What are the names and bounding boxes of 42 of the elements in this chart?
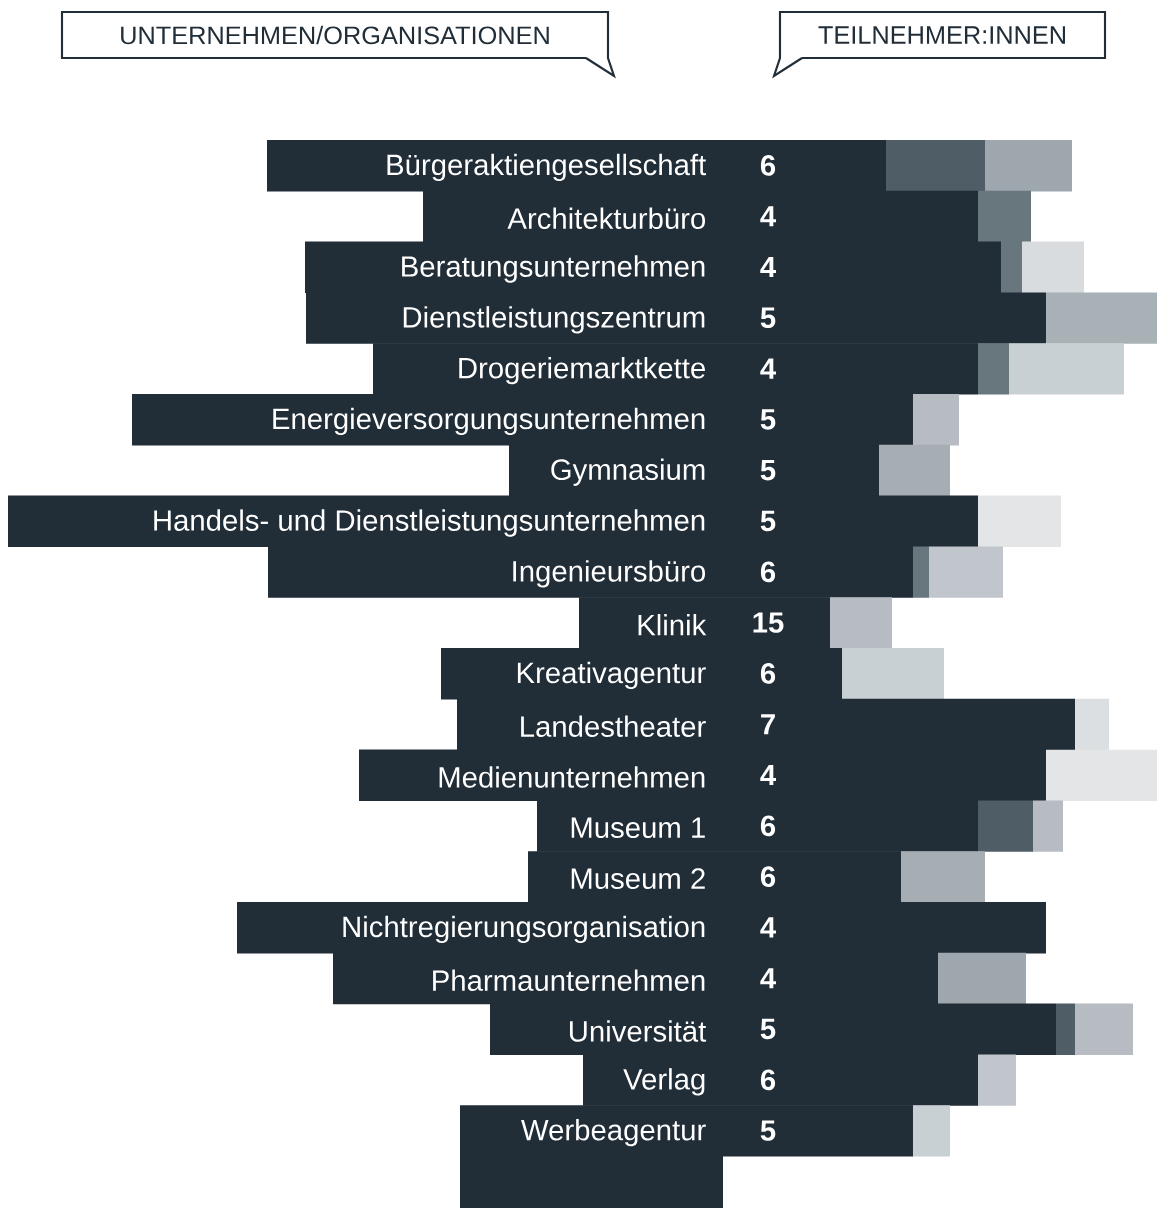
category-label: Kreativagentur — [517, 661, 706, 690]
data-label: 5 — [760, 307, 776, 329]
category-label: Medienunternehmen — [439, 766, 705, 788]
category-label: Gymnasium — [551, 458, 705, 486]
data-label: 5 — [760, 459, 776, 481]
category-label: Universität — [569, 1020, 707, 1042]
category-label: Energieversorgungsunternehmen — [273, 407, 705, 436]
data-label: 7 — [761, 714, 775, 735]
data-label: 6 — [760, 663, 776, 684]
data-label: 6 — [760, 815, 776, 837]
data-label: 5 — [760, 510, 776, 532]
category-label: Nichtregierungsorganisation — [343, 915, 705, 944]
data-label: 4 — [760, 968, 776, 989]
category-label: Dienstleistungszentrum — [403, 306, 705, 334]
data-label: 4 — [760, 256, 776, 278]
data-label: 5 — [760, 1120, 776, 1141]
category-label: Drogeriemarktkette — [459, 356, 705, 385]
category-label: Bürgeraktiengesellschaft — [387, 153, 707, 182]
category-label: Beratungsunternehmen — [402, 255, 705, 283]
category-label: Museum 2 — [571, 868, 705, 890]
data-label: 6 — [760, 1069, 776, 1091]
data-label: 5 — [760, 1018, 776, 1040]
category-label: Verlag — [623, 1068, 705, 1096]
category-label: Handels- und Dienstleistungsunternehmen — [154, 509, 705, 537]
data-label: 6 — [760, 155, 776, 176]
data-label: 4 — [760, 206, 776, 227]
text: UNTERNEHMEN/ORGANISATIONEN — [121, 25, 549, 45]
category-label: Landestheater — [521, 715, 706, 737]
data-label: 4 — [760, 917, 776, 938]
text: TEILNEHMER:INNEN — [818, 26, 1065, 44]
data-label: 4 — [760, 764, 776, 786]
data-label: 4 — [760, 358, 776, 379]
data-label: 15 — [753, 612, 784, 633]
category-label: Pharmaunternehmen — [433, 969, 705, 991]
data-label: 5 — [760, 409, 776, 430]
category-label: Museum 1 — [571, 817, 705, 839]
category-label: Klinik — [638, 613, 707, 636]
category-label: Architekturbüro — [507, 207, 706, 229]
data-label: 6 — [760, 561, 776, 583]
category-label: Ingenieursbüro — [513, 560, 706, 588]
data-label: 6 — [760, 866, 776, 888]
category-label: Werbeagentur — [521, 1118, 706, 1147]
